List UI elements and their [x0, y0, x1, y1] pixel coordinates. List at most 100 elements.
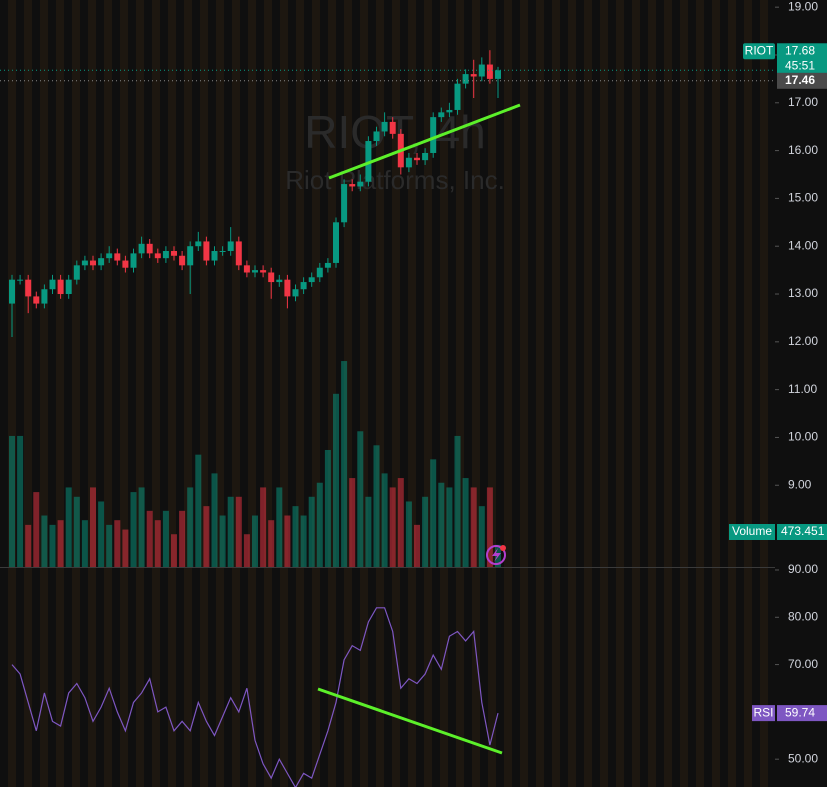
session-band	[232, 0, 240, 787]
candle-body	[316, 267, 323, 278]
volume-bar	[357, 431, 364, 567]
session-band	[216, 0, 224, 787]
session-band	[24, 0, 32, 787]
candle-body	[219, 250, 226, 252]
rsi-tick-label: 90.00	[788, 562, 818, 576]
candle-body	[138, 243, 145, 254]
volume-bar	[292, 506, 299, 567]
volume-bar	[349, 478, 356, 567]
volume-bar	[308, 496, 315, 567]
candle-body	[284, 279, 291, 297]
rsi-tick-label: 50.00	[788, 751, 818, 765]
price-axis	[775, 0, 827, 787]
volume-bar	[414, 524, 420, 567]
alert-icon-bolt	[492, 548, 501, 562]
session-band	[328, 0, 336, 787]
volume-value-badge	[777, 524, 827, 540]
candle-body	[154, 253, 161, 259]
rsi-value: 59.74	[785, 705, 815, 719]
session-band	[664, 0, 672, 787]
volume-bar	[33, 492, 40, 567]
session-band	[648, 0, 656, 787]
y-tick-label: 16.00	[788, 143, 818, 157]
session-band	[504, 0, 512, 787]
volume-bar	[65, 487, 72, 567]
candle-body	[235, 241, 242, 266]
volume-bar	[389, 487, 396, 567]
volume-bar	[130, 492, 137, 567]
candle-body	[252, 270, 258, 273]
volume-bar	[154, 520, 161, 567]
candle-body	[17, 279, 24, 281]
volume-bar	[486, 487, 493, 567]
y-tick-label: 11.00	[788, 382, 817, 396]
candle-body	[81, 260, 88, 266]
volume-bar	[324, 449, 331, 567]
session-band	[280, 0, 288, 787]
candle-body	[478, 64, 485, 77]
session-band	[88, 0, 96, 787]
session-band	[728, 0, 736, 787]
candle-body	[211, 250, 218, 261]
candle-body	[227, 241, 234, 251]
volume-bar	[81, 520, 88, 567]
candle-body	[73, 265, 80, 280]
session-band	[120, 0, 128, 787]
volume-bar	[171, 534, 177, 567]
volume-value: 473.451	[781, 524, 825, 538]
alert-icon[interactable]	[486, 545, 506, 565]
session-band	[632, 0, 640, 787]
session-band	[680, 0, 688, 787]
candle-body	[146, 243, 153, 254]
session-band	[104, 0, 112, 787]
candle-body	[171, 250, 177, 256]
volume-bar	[405, 501, 412, 567]
volume-bar	[138, 487, 145, 567]
candle-body	[341, 184, 348, 223]
volume-bar	[397, 478, 404, 567]
session-band	[440, 0, 448, 787]
y-tick-label: 10.00	[788, 430, 818, 444]
candle-body	[49, 279, 56, 290]
volume-bar	[438, 482, 445, 567]
y-tick-label: 12.00	[788, 334, 818, 348]
session-band	[152, 0, 160, 787]
watermark-subtitle: Riot Platforms, Inc.	[285, 165, 505, 195]
candle-body	[462, 74, 469, 84]
rsi-name: RSI	[753, 705, 773, 719]
symbol-badge	[743, 43, 775, 60]
candle-body	[381, 121, 388, 132]
volume-bar	[284, 515, 291, 567]
volume-bar	[179, 510, 186, 567]
candle-body	[422, 152, 429, 161]
volume-bar	[98, 501, 105, 567]
volume-bar	[333, 393, 339, 567]
trend-line	[328, 103, 521, 180]
volume-bar	[462, 478, 469, 567]
volume-bar	[243, 534, 250, 567]
volume-bar	[211, 473, 218, 567]
volume-bar	[25, 524, 32, 567]
volume-bar	[203, 506, 210, 567]
alert-dot	[500, 545, 506, 551]
candle-body	[324, 262, 331, 268]
candle-body	[33, 296, 40, 304]
candle-body	[41, 289, 48, 304]
volume-bar	[90, 487, 96, 567]
session-band	[456, 0, 464, 787]
session-band	[712, 0, 720, 787]
rsi-line	[11, 607, 499, 787]
session-band	[360, 0, 368, 787]
session-bands	[8, 0, 768, 787]
symbol-label: RIOT	[745, 43, 774, 57]
session-band	[296, 0, 304, 787]
candle-body	[130, 253, 137, 268]
volume-bar	[341, 361, 348, 567]
volume-bar	[446, 487, 453, 567]
volume-bar	[187, 487, 194, 567]
candle-body	[114, 253, 121, 261]
candle-body	[243, 265, 250, 273]
volume-bar	[219, 515, 226, 567]
countdown-label: 45:51	[785, 58, 815, 72]
volume-bar	[470, 487, 477, 567]
